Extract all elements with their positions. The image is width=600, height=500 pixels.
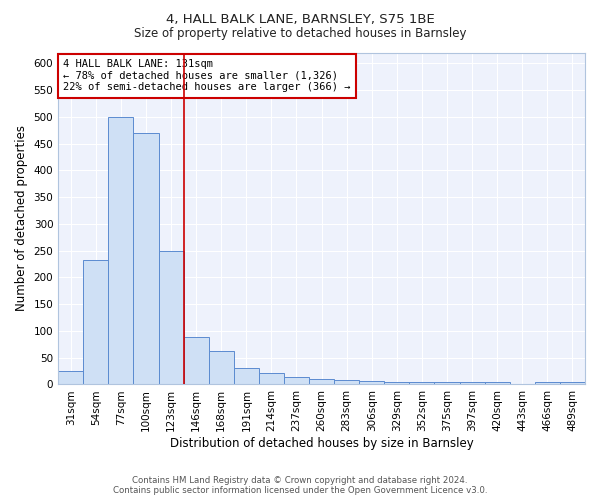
Text: 4 HALL BALK LANE: 131sqm
← 78% of detached houses are smaller (1,326)
22% of sem: 4 HALL BALK LANE: 131sqm ← 78% of detach… (64, 59, 351, 92)
Y-axis label: Number of detached properties: Number of detached properties (15, 126, 28, 312)
Text: 4, HALL BALK LANE, BARNSLEY, S75 1BE: 4, HALL BALK LANE, BARNSLEY, S75 1BE (166, 12, 434, 26)
Bar (158, 250, 184, 384)
Bar (434, 382, 460, 384)
Bar (334, 380, 359, 384)
Bar (83, 260, 109, 384)
Bar (259, 372, 284, 384)
X-axis label: Distribution of detached houses by size in Barnsley: Distribution of detached houses by size … (170, 437, 473, 450)
Bar (535, 382, 560, 384)
Bar (58, 371, 83, 384)
Bar (485, 382, 510, 384)
Bar (184, 338, 209, 384)
Bar (359, 381, 385, 384)
Text: Contains public sector information licensed under the Open Government Licence v3: Contains public sector information licen… (113, 486, 487, 495)
Text: Size of property relative to detached houses in Barnsley: Size of property relative to detached ho… (134, 28, 466, 40)
Bar (234, 368, 259, 384)
Bar (309, 378, 334, 384)
Bar (284, 378, 309, 384)
Bar (409, 382, 434, 384)
Bar (385, 382, 409, 384)
Bar (133, 133, 158, 384)
Text: Contains HM Land Registry data © Crown copyright and database right 2024.: Contains HM Land Registry data © Crown c… (132, 476, 468, 485)
Bar (209, 352, 234, 384)
Bar (109, 116, 133, 384)
Bar (460, 382, 485, 384)
Bar (560, 382, 585, 384)
